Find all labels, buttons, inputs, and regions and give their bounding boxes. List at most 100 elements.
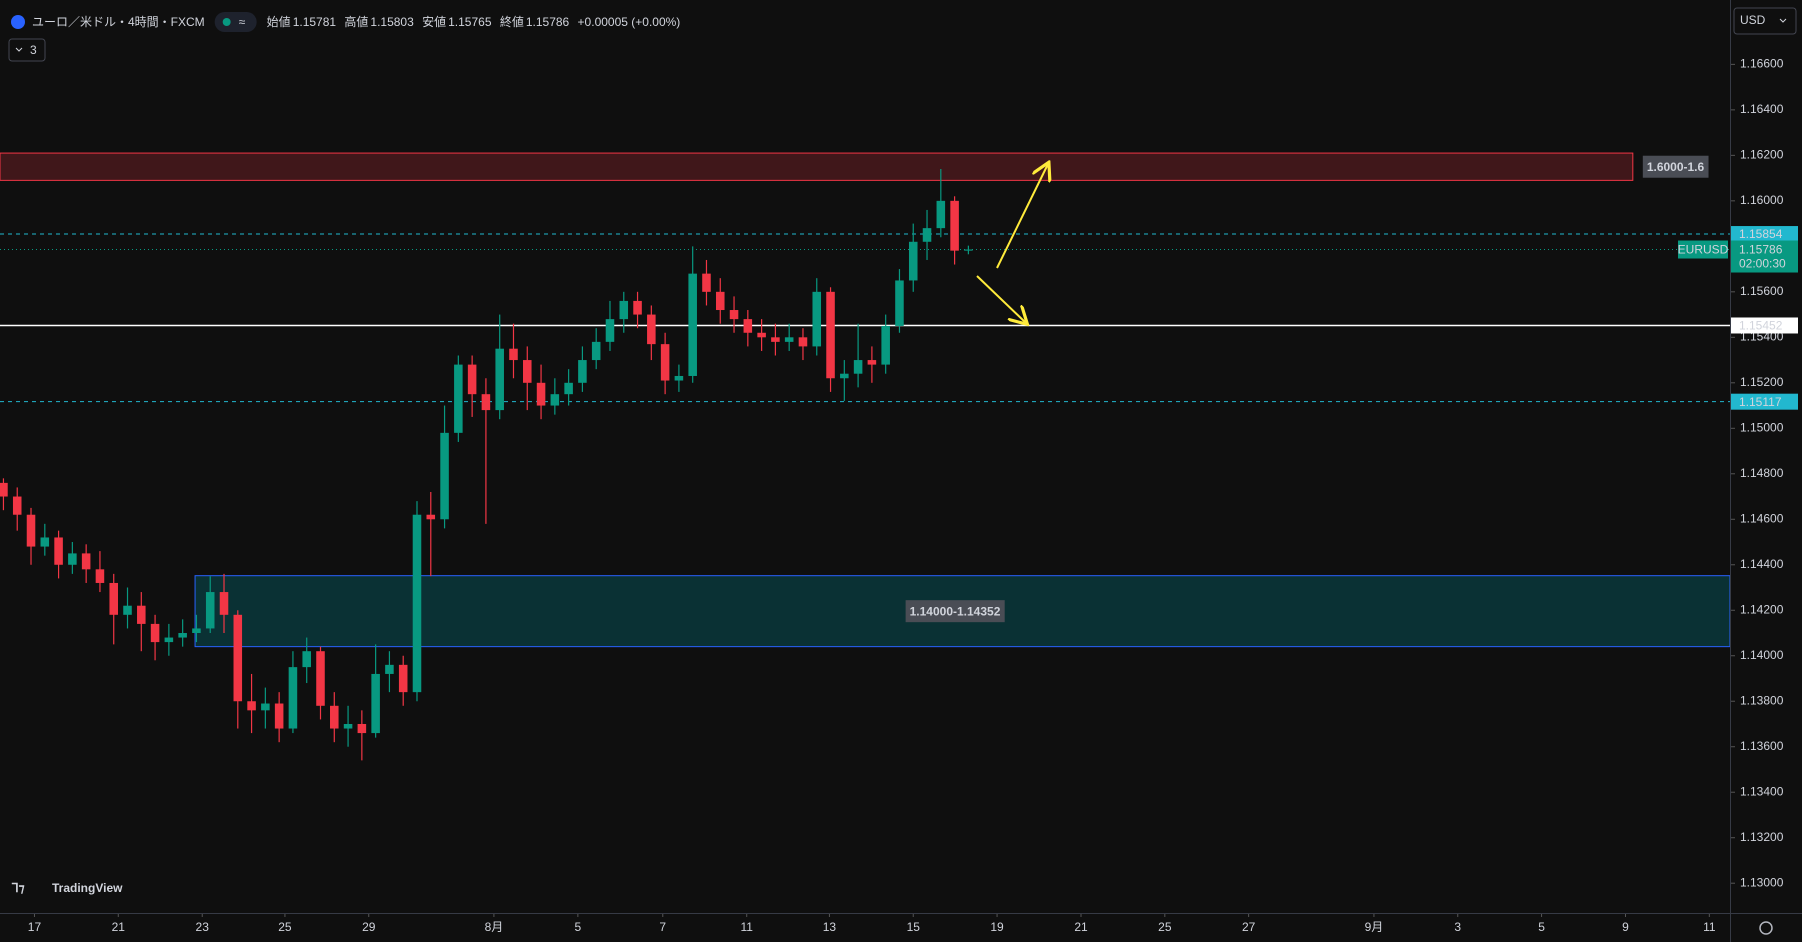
candle-body xyxy=(385,664,394,674)
candle-body xyxy=(54,537,63,565)
x-tick-label: 11 xyxy=(740,920,753,934)
price-axis: 1.13000 1.13200 1.13400 1.13600 1.13800 1.140… xyxy=(1678,7,1798,889)
status-wave: ≈ xyxy=(239,15,246,29)
watermark: TradingView xyxy=(52,881,123,895)
header-text: 1.15786 xyxy=(526,15,570,29)
candle-body xyxy=(109,582,118,615)
y-tick-label: 1.16400 xyxy=(1740,102,1784,116)
candle-body xyxy=(95,569,105,583)
y-tick-label: 1.13000 xyxy=(1740,875,1784,889)
candle-body xyxy=(591,341,601,361)
x-tick-label: 23 xyxy=(196,920,210,934)
candle-body xyxy=(205,592,215,629)
y-tick-label: 1.13600 xyxy=(1740,739,1784,753)
y-tick-label: 1.15600 xyxy=(1740,284,1784,298)
candle-body xyxy=(288,667,298,729)
candle-body xyxy=(605,319,615,342)
candle-body xyxy=(908,241,918,281)
header-text: 始値 xyxy=(267,14,291,29)
candle-body xyxy=(647,314,656,345)
header: ユーロ／米ドル・4時間・FXCM ≈ 始値 1.15781 高値 1.15803 安値 1.1… xyxy=(8,12,1773,935)
y-tick-label: 1.13800 xyxy=(1740,693,1784,707)
header-text: 高値 xyxy=(344,14,368,29)
candle-body xyxy=(619,300,629,320)
header-text: +0.00005 (+0.00%) xyxy=(578,15,681,29)
candle-body xyxy=(68,553,77,565)
x-tick-label: 25 xyxy=(1158,920,1172,934)
candle-body xyxy=(481,394,491,411)
candle-body xyxy=(123,605,132,615)
overlay xyxy=(976,164,1048,323)
candle-body xyxy=(398,664,408,693)
x-tick-label: 5 xyxy=(1538,920,1545,934)
x-tick-label: 7 xyxy=(659,920,666,934)
candle-body xyxy=(137,605,146,624)
candle-body xyxy=(261,703,270,711)
y-tick-label: 1.16000 xyxy=(1740,193,1784,207)
candle-body xyxy=(40,537,50,547)
header-text: 1.15803 xyxy=(370,15,414,29)
arrow-down xyxy=(976,275,1026,323)
status-dot xyxy=(222,18,231,26)
y-tick-label: 1.13200 xyxy=(1740,830,1784,844)
zone-label: 1.6000-1.6 xyxy=(1642,155,1709,178)
candle-body xyxy=(798,337,808,347)
candle-body xyxy=(178,633,187,638)
last-price-label: 1.15786 xyxy=(1739,243,1783,257)
candle-body xyxy=(371,673,380,734)
candle-body xyxy=(660,344,670,381)
candle-body xyxy=(330,705,339,729)
indicator-toggle[interactable] xyxy=(8,38,46,62)
candle-body xyxy=(233,614,243,702)
price-label-bg xyxy=(1731,393,1798,410)
dropdown-caret xyxy=(1779,18,1787,23)
candle-body xyxy=(509,348,518,361)
candle-body xyxy=(150,623,160,643)
zone-label-bg xyxy=(905,600,1005,623)
header-text: 1.15781 xyxy=(293,15,337,29)
candle-body xyxy=(853,360,863,374)
last-price-bg xyxy=(1731,240,1798,273)
header-text: 安値 xyxy=(422,14,446,29)
candle-body xyxy=(564,382,573,395)
zone xyxy=(0,152,1634,181)
y-tick-label: 1.16600 xyxy=(1740,57,1784,71)
candle-body xyxy=(757,332,766,338)
x-tick-label: 3 xyxy=(1454,920,1461,934)
plot-area: 1.6000-1.6 1.14000-1.14352 xyxy=(0,152,1730,761)
arrow-up xyxy=(996,164,1048,269)
x-tick-label: 17 xyxy=(28,920,42,934)
candle-body xyxy=(412,514,422,693)
symbol-icon xyxy=(11,15,25,29)
header-text: 終値 xyxy=(500,14,524,29)
x-tick-label: 8月 xyxy=(485,920,504,934)
candle-body xyxy=(950,200,959,251)
x-tick-label: 21 xyxy=(112,920,126,934)
settings-icon[interactable] xyxy=(1759,921,1773,935)
price-label: 1.15854 xyxy=(1739,227,1783,241)
candle-body xyxy=(633,300,642,315)
candle-body xyxy=(467,364,477,395)
x-tick-label: 11 xyxy=(1703,920,1716,934)
y-tick-label: 1.14600 xyxy=(1740,511,1784,525)
symbol-tag-bg xyxy=(1678,240,1728,259)
y-tick-label: 1.14800 xyxy=(1740,466,1784,480)
y-tick-label: 1.15200 xyxy=(1740,375,1784,389)
x-tick-label: 5 xyxy=(575,920,582,934)
candle-body xyxy=(164,637,174,643)
candle-body xyxy=(12,496,22,515)
x-tick-label: 9 xyxy=(1622,920,1629,934)
candle-body xyxy=(867,360,877,365)
zone-label-text: 1.14000-1.14352 xyxy=(910,604,1001,618)
candle-body xyxy=(454,364,463,433)
candle-body xyxy=(426,514,436,520)
header-text: 1.15765 xyxy=(448,15,492,29)
candle-body xyxy=(357,723,367,734)
candle-body xyxy=(26,514,36,547)
currency-button[interactable] xyxy=(1733,7,1797,35)
candle-body xyxy=(274,703,284,729)
header-text: ユーロ／米ドル・4時間・FXCM xyxy=(32,15,205,29)
